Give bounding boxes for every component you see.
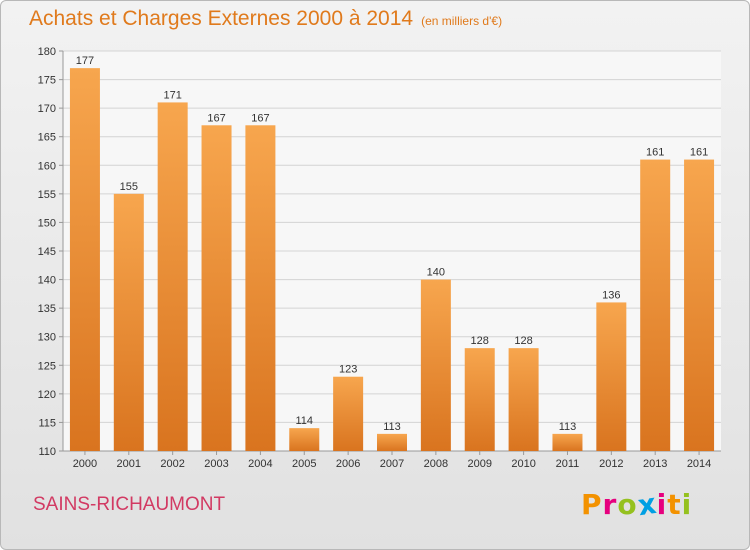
chart-title: Achats et Charges Externes 2000 à 2014 (e… [29,7,502,31]
bar-2004 [245,125,276,452]
data-label-2004: 167 [251,112,269,124]
bar-2013 [640,159,671,452]
data-label-2014: 161 [690,147,708,159]
bar-2002 [157,102,188,451]
x-tick-label: 2002 [160,458,184,470]
data-label-2012: 136 [602,289,620,301]
y-tick-label: 130 [38,332,56,344]
bar-2012 [596,302,627,451]
data-label-2000: 177 [76,55,94,67]
x-tick-label: 2003 [204,458,228,470]
data-labels: 177 155 171 167 167 114 123 113 140 128 128 113 136 1… [76,55,708,433]
y-tick-label: 165 [38,132,56,144]
y-tick-label: 125 [38,360,56,372]
y-tick-label: 140 [38,275,56,287]
x-tick-label: 2010 [511,458,535,470]
x-tick-label: 2004 [248,458,272,470]
data-label-2008: 140 [427,267,445,279]
x-tick-label: 2009 [467,458,491,470]
data-label-2002: 171 [163,89,181,101]
bar-2014 [684,159,715,452]
logo-letter: o [617,488,638,521]
x-tick-label: 2005 [292,458,316,470]
y-tick-label: 120 [38,389,56,401]
data-label-2005: 114 [295,415,313,427]
data-label-2013: 161 [646,147,664,159]
y-tick-label: 135 [38,303,56,315]
x-tick-label: 2006 [336,458,360,470]
y-tick-label: 155 [38,189,56,201]
logo-letter: x [635,486,659,523]
data-label-2007: 113 [383,421,401,433]
y-tick-label: 150 [38,217,56,229]
data-label-2001: 155 [120,181,138,193]
y-tick-label: 170 [38,103,56,115]
data-label-2003: 167 [207,112,225,124]
logo-letter: i [656,488,668,521]
y-tick-label: 160 [38,160,56,172]
bar-2010 [508,348,539,451]
data-label-2011: 113 [559,421,577,433]
logo-letter: i [681,488,693,521]
bar-2006 [333,376,364,451]
x-tick-label: 2013 [643,458,667,470]
y-tick-label: 115 [38,417,56,429]
x-tick-label: 2007 [380,458,404,470]
x-tick-label: 2008 [424,458,448,470]
bars [69,68,715,452]
logo-letter: t [667,488,682,521]
bar-2005 [289,428,320,451]
axes: 110 115 120 125 130 135 140 145 150 155 160 165 170 1… [38,46,721,470]
x-tick-label: 2011 [556,458,580,470]
x-tick-label: 2012 [599,458,623,470]
bar-2007 [377,433,407,451]
bar-2003 [201,125,232,452]
x-tick-label: 2014 [687,458,711,470]
y-tick-label: 110 [38,446,56,458]
bar-2009 [464,348,495,451]
bar-2001 [113,193,144,451]
commune-name: SAINS-RICHAUMONT [33,494,226,515]
y-tick-label: 145 [38,246,56,258]
bar-2000 [69,68,100,452]
bar-2011 [552,433,583,451]
y-tick-label: 175 [38,75,56,87]
logo-letter: r [602,488,618,521]
chart-subtitle: (en milliers d'€) [421,14,503,28]
logo-letter: P [581,488,603,521]
bar-2008 [420,279,451,451]
data-label-2010: 128 [514,335,532,347]
data-label-2009: 128 [471,335,489,347]
x-tick-label: 2000 [73,458,97,470]
proxiti-logo[interactable]: Proxiti [581,486,693,523]
chart-title-text: Achats et Charges Externes 2000 à 2014 [29,7,414,30]
y-tick-label: 180 [38,46,56,58]
x-tick-label: 2001 [117,458,141,470]
data-label-2006: 123 [339,364,357,376]
